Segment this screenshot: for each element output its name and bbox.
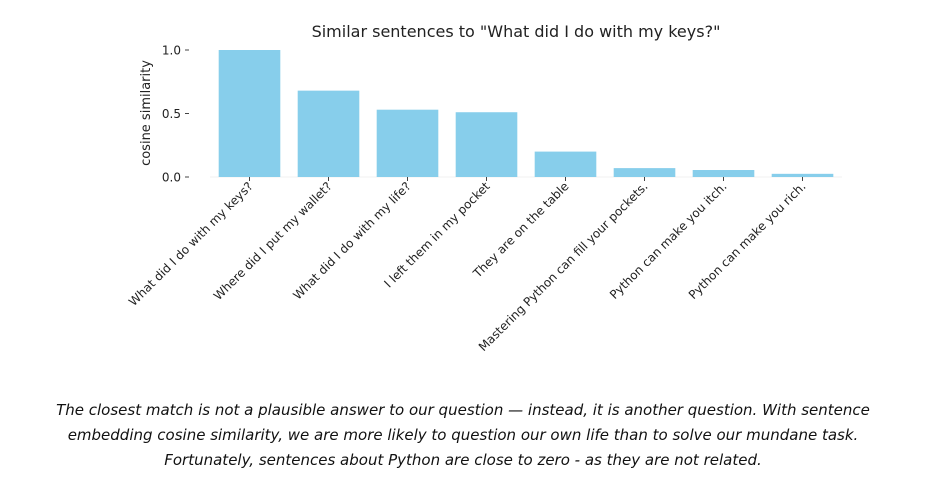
caption-line-3: Fortunately, sentences about Python are … xyxy=(164,451,762,469)
bar xyxy=(692,170,755,177)
caption-line-2: embedding cosine similarity, we are more… xyxy=(67,426,859,444)
x-tick-label: What did I do with my keys? xyxy=(126,179,256,309)
y-tick-label: 0.5 xyxy=(162,107,181,121)
bar-chart: Similar sentences to "What did I do with… xyxy=(126,22,842,354)
y-tick-label: 1.0 xyxy=(162,44,181,58)
bar xyxy=(376,109,439,177)
bar xyxy=(218,50,281,177)
figure-caption: The closest match is not a plausible ans… xyxy=(40,398,886,473)
bar xyxy=(771,173,834,177)
bar xyxy=(297,90,360,177)
x-axis-tick-labels: What did I do with my keys?Where did I p… xyxy=(126,177,809,354)
bars xyxy=(218,50,834,177)
y-tick-label: 0.0 xyxy=(162,171,181,185)
y-axis-ticks: 0.0 0.5 1.0 xyxy=(162,44,189,185)
bar xyxy=(455,112,518,177)
y-axis-label: cosine similarity xyxy=(139,60,154,166)
x-tick-label: Mastering Python can fill your pockets. xyxy=(476,179,651,354)
chart-title: Similar sentences to "What did I do with… xyxy=(312,22,721,41)
bar xyxy=(613,168,676,177)
bar xyxy=(534,151,597,177)
caption-line-1: The closest match is not a plausible ans… xyxy=(56,401,870,419)
